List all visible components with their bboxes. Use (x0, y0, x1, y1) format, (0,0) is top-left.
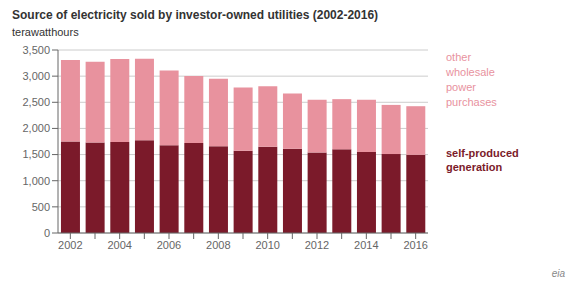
html-text:terawatthours: terawatthours (12, 26, 79, 38)
svg-text:2016: 2016 (403, 239, 427, 251)
svg-text:1,000: 1,000 (22, 175, 50, 187)
html-text:other wholesale power purchase: other wholesale power purchases (446, 51, 497, 108)
svg-text:2,000: 2,000 (22, 122, 50, 134)
svg-text:3,000: 3,000 (22, 70, 50, 82)
svg-text:1,500: 1,500 (22, 148, 50, 160)
svg-text:2012: 2012 (305, 239, 329, 251)
html-text:eia: eia (551, 268, 565, 279)
svg-text:500: 500 (32, 201, 50, 213)
svg-text:0: 0 (44, 227, 50, 239)
svg-text:2010: 2010 (255, 239, 279, 251)
html-text:Source of electricity sold by: Source of electricity sold by investor-o… (12, 8, 379, 22)
svg-text:3,500: 3,500 (22, 44, 50, 56)
svg-text:2,500: 2,500 (22, 96, 50, 108)
html-text:self-produced generation: self-produced generation (446, 146, 519, 174)
svg-text:2014: 2014 (354, 239, 378, 251)
svg-text:2004: 2004 (107, 239, 131, 251)
svg-text:2008: 2008 (206, 239, 230, 251)
svg-text:2006: 2006 (157, 239, 181, 251)
svg-text:2002: 2002 (58, 239, 82, 251)
